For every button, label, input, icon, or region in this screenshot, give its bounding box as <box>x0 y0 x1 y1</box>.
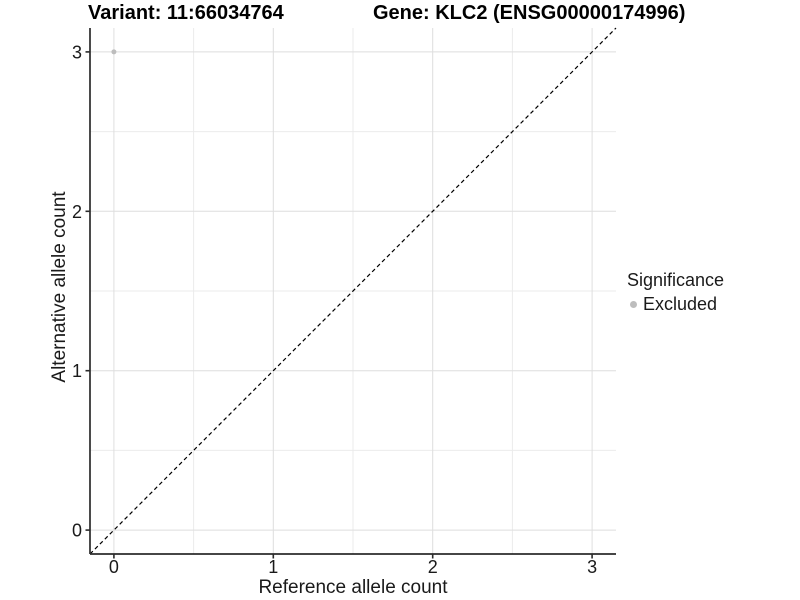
gene-title: Gene: KLC2 (ENSG00000174996) <box>373 2 686 24</box>
excluded-point-icon <box>630 301 637 308</box>
x-tick-label: 3 <box>587 557 597 577</box>
legend-entry-excluded: Excluded <box>630 294 724 315</box>
variant-title: Variant: 11:66034764 <box>88 2 284 24</box>
y-tick-label: 1 <box>72 361 82 381</box>
y-tick-label: 2 <box>72 202 82 222</box>
identity-reference-line <box>89 27 617 555</box>
y-axis-title: Alternative allele count <box>49 191 70 383</box>
legend-title: Significance <box>627 270 725 290</box>
y-tick-label: 0 <box>72 521 82 541</box>
x-axis-title: Reference allele count <box>258 577 448 598</box>
x-tick-label: 0 <box>109 557 119 577</box>
x-tick-label: 2 <box>428 557 438 577</box>
legend-label: Excluded <box>643 294 718 314</box>
x-tick-label: 1 <box>268 557 278 577</box>
data-point <box>111 49 117 55</box>
y-tick-label: 3 <box>72 42 82 62</box>
legend: Significance Excluded <box>627 270 724 315</box>
